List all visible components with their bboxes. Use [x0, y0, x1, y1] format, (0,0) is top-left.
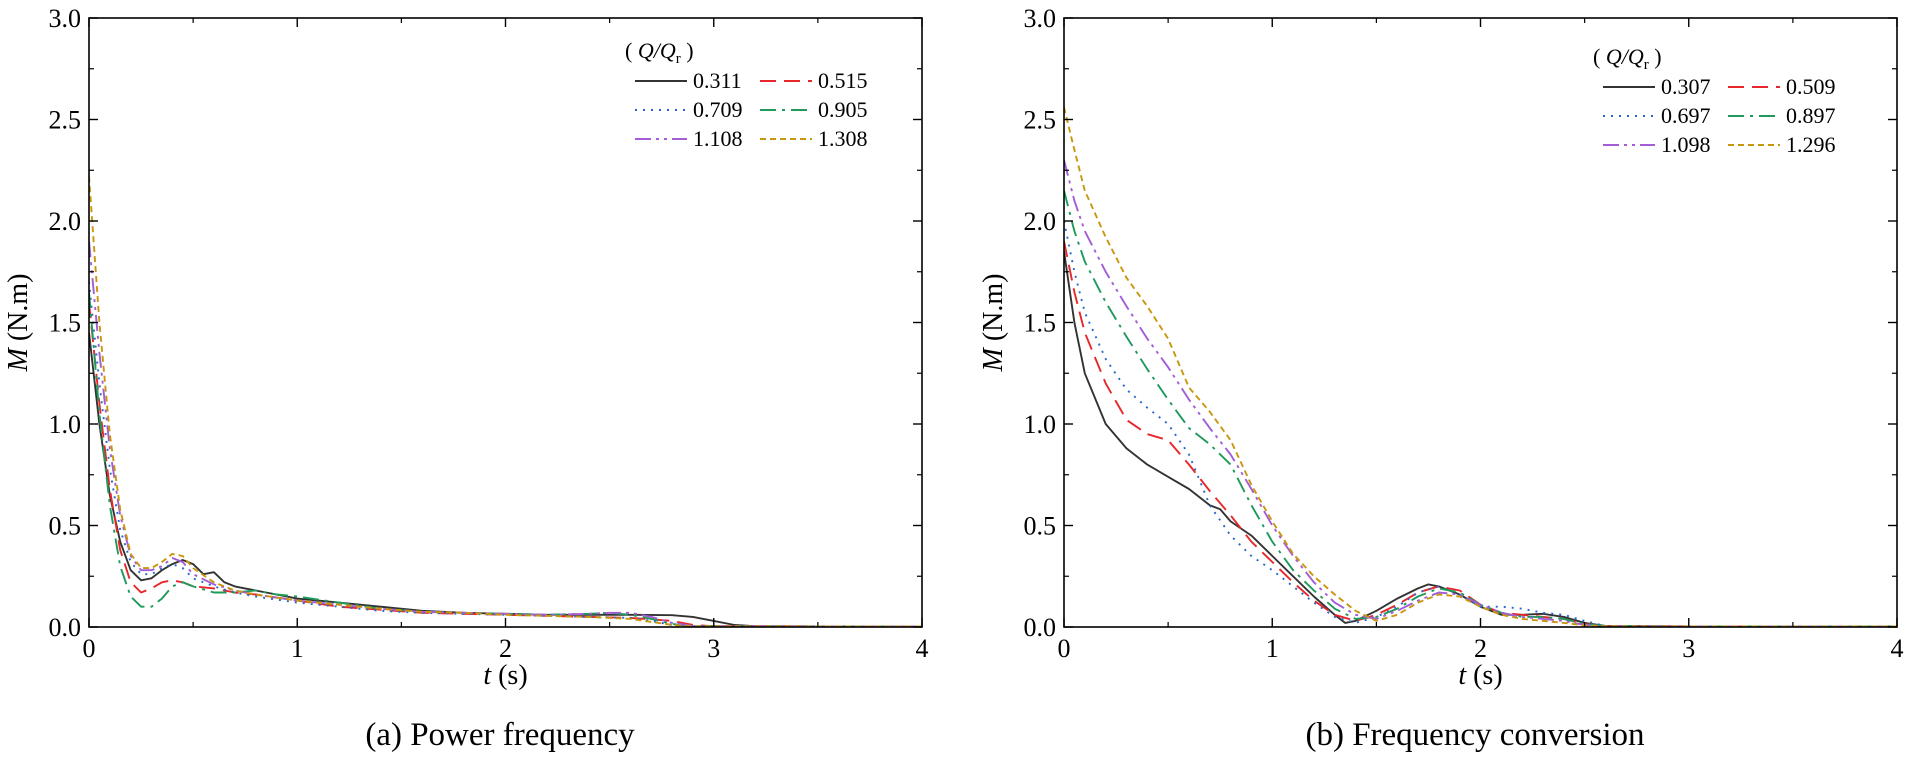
legend-label-0.509: 0.509 — [1786, 74, 1836, 99]
legend-title: ( Q/Qr ) — [625, 38, 694, 67]
chart-panel-b: 0 1 2 3 4 0.0 0.5 1.0 1.5 2.0 2.5 3.0 t (s) M (N.m) ( … — [978, 4, 1904, 753]
x-axis-var: t — [1458, 660, 1467, 691]
x-tick-label: 4 — [916, 634, 929, 663]
x-axis-var: t — [483, 660, 492, 691]
legend-label-0.709: 0.709 — [693, 97, 743, 122]
series-group — [1064, 107, 1897, 627]
y-tick-label: 2.0 — [1024, 207, 1057, 236]
legend-label-0.697: 0.697 — [1661, 103, 1711, 128]
series-group — [89, 176, 922, 627]
y-axis-unit: (N.m) — [3, 274, 34, 349]
x-tick-label: 0 — [83, 634, 96, 663]
series-line-0.307 — [1064, 251, 1897, 627]
x-tick-label: 3 — [707, 634, 720, 663]
legend-label-0.311: 0.311 — [693, 68, 742, 93]
x-tick-label: 1 — [1266, 634, 1279, 663]
legend-title-close: ) — [1649, 44, 1662, 69]
panel-caption: (a) Power frequency — [365, 717, 635, 753]
legend-label-0.307: 0.307 — [1661, 74, 1711, 99]
legend-title-close: ) — [681, 38, 694, 63]
y-axis-unit: (N.m) — [978, 274, 1009, 349]
series-line-0.905 — [89, 292, 922, 627]
chart-panel-a: 0 1 2 3 4 0.0 0.5 1.0 1.5 2.0 2.5 3.0 t (s) M (N.m) ( … — [3, 4, 929, 753]
y-axis-var: M — [3, 346, 34, 372]
y-tick-label: 1.0 — [1024, 410, 1057, 439]
legend-title-var: Q/Q — [1606, 44, 1644, 69]
x-axis-unit: (s) — [1466, 660, 1503, 691]
y-axis-label: M (N.m) — [3, 274, 34, 373]
series-line-1.098 — [1064, 159, 1897, 627]
plot-frame — [1063, 17, 1898, 628]
series-line-1.308 — [89, 176, 922, 627]
legend-title-sub: r — [1644, 57, 1649, 73]
series-line-0.515 — [89, 302, 922, 627]
legend-title: ( Q/Qr ) — [1593, 44, 1662, 73]
x-axis-label: t (s) — [1458, 660, 1502, 691]
y-tick-label: 2.5 — [1024, 106, 1057, 135]
x-tick-label: 1 — [291, 634, 304, 663]
y-tick-label: 0.0 — [49, 613, 82, 642]
series-line-0.897 — [1064, 190, 1897, 627]
legend-label-0.905: 0.905 — [818, 97, 868, 122]
legend-label-1.108: 1.108 — [693, 126, 743, 151]
x-tick-label: 2 — [499, 634, 512, 663]
x-tick-label: 2 — [1474, 634, 1487, 663]
y-tick-label: 0.5 — [49, 512, 82, 541]
y-tick-label: 2.5 — [49, 106, 82, 135]
y-tick-label: 1.5 — [49, 309, 82, 338]
y-tick-label: 3.0 — [1024, 4, 1057, 33]
y-tick-label: 2.0 — [49, 207, 82, 236]
series-line-1.296 — [1064, 107, 1897, 627]
x-tick-label: 0 — [1058, 634, 1071, 663]
legend-title-open: ( — [625, 38, 638, 63]
x-axis-label: t (s) — [483, 660, 527, 691]
y-tick-label: 1.0 — [49, 410, 82, 439]
panel-caption: (b) Frequency conversion — [1305, 717, 1644, 753]
legend-label-1.296: 1.296 — [1786, 132, 1836, 157]
y-axis-var: M — [978, 346, 1009, 372]
series-line-0.709 — [89, 281, 922, 627]
legend-title-sub: r — [676, 51, 681, 67]
legend-label-0.897: 0.897 — [1786, 103, 1836, 128]
series-line-1.108 — [89, 241, 922, 627]
legend-label-1.098: 1.098 — [1661, 132, 1711, 157]
legend-label-0.515: 0.515 — [818, 68, 868, 93]
x-axis-unit: (s) — [491, 660, 528, 691]
series-line-0.697 — [1064, 220, 1897, 627]
legend-title-open: ( — [1593, 44, 1606, 69]
y-axis-label: M (N.m) — [978, 274, 1009, 373]
y-tick-label: 0.0 — [1024, 613, 1057, 642]
legend-title-var: Q/Q — [638, 38, 676, 63]
y-tick-label: 3.0 — [49, 4, 82, 33]
y-tick-label: 1.5 — [1024, 309, 1057, 338]
legend-label-1.308: 1.308 — [818, 126, 868, 151]
series-line-0.509 — [1064, 241, 1897, 627]
x-tick-label: 3 — [1682, 634, 1695, 663]
x-tick-label: 4 — [1891, 634, 1904, 663]
y-tick-label: 0.5 — [1024, 512, 1057, 541]
